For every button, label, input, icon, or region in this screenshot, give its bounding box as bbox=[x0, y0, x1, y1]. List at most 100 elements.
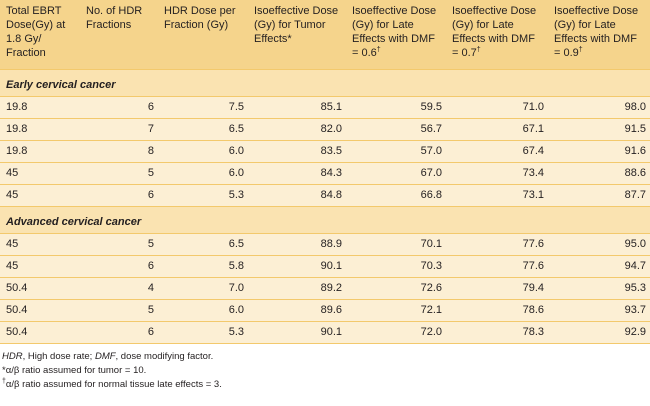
column-header-4: Isoeffective Dose (Gy) for Tumor Effects… bbox=[254, 5, 339, 45]
table-cell: 92.9 bbox=[548, 320, 650, 344]
column-header-7: Isoeffective Dose (Gy) for Late Effects … bbox=[554, 5, 639, 59]
isoeffective-dose-table: Total EBRT Dose(Gy) at 1.8 Gy/ Fraction N… bbox=[0, 0, 650, 344]
table-row: 50.4 5 6.0 89.6 72.1 78.6 93.7 bbox=[0, 298, 650, 321]
table-cell: 45 bbox=[0, 161, 80, 184]
table-cell: 78.6 bbox=[446, 298, 548, 321]
table-cell: 45 bbox=[0, 254, 80, 277]
table-cell: 88.9 bbox=[248, 232, 346, 255]
table-cell: 82.0 bbox=[248, 117, 346, 140]
table-cell: 6.0 bbox=[158, 139, 248, 162]
table-cell: 87.7 bbox=[548, 183, 650, 206]
table-cell: 5 bbox=[80, 161, 158, 184]
table-cell: 73.4 bbox=[446, 161, 548, 184]
header-row: Total EBRT Dose(Gy) at 1.8 Gy/ Fraction N… bbox=[0, 0, 650, 69]
table-cell: 72.0 bbox=[346, 320, 446, 344]
table-cell: 95.0 bbox=[548, 232, 650, 255]
table-row: 45 6 5.3 84.8 66.8 73.1 87.7 bbox=[0, 183, 650, 206]
column-header-6: Isoeffective Dose (Gy) for Late Effects … bbox=[452, 5, 537, 59]
table-cell: 71.0 bbox=[446, 95, 548, 118]
table-cell: 72.6 bbox=[346, 276, 446, 299]
table-cell: 4 bbox=[80, 276, 158, 299]
table-cell: 7 bbox=[80, 117, 158, 140]
table-cell: 78.3 bbox=[446, 320, 548, 344]
table-cell: 77.6 bbox=[446, 232, 548, 255]
table-cell: 83.5 bbox=[248, 139, 346, 162]
table-cell: 84.8 bbox=[248, 183, 346, 206]
table-cell: 90.1 bbox=[248, 254, 346, 277]
section-title: Early cervical cancer bbox=[0, 68, 650, 96]
table-cell: 5.3 bbox=[158, 320, 248, 344]
table-cell: 50.4 bbox=[0, 298, 80, 321]
table-cell: 88.6 bbox=[548, 161, 650, 184]
table-row: 45 5 6.0 84.3 67.0 73.4 88.6 bbox=[0, 161, 650, 184]
table-cell: 19.8 bbox=[0, 95, 80, 118]
table-cell: 67.4 bbox=[446, 139, 548, 162]
table-cell: 98.0 bbox=[548, 95, 650, 118]
column-header-3: HDR Dose per Fraction (Gy) bbox=[164, 5, 236, 31]
table-cell: 59.5 bbox=[346, 95, 446, 118]
footnote-late-effects: †α/β ratio assumed for normal tissue lat… bbox=[2, 377, 650, 392]
footnote-late-text: α/β ratio assumed for normal tissue late… bbox=[5, 378, 222, 390]
table-cell: 85.1 bbox=[248, 95, 346, 118]
footnote-tumor-mark: * bbox=[2, 364, 6, 376]
table-cell: 89.2 bbox=[248, 276, 346, 299]
table-cell: 45 bbox=[0, 232, 80, 255]
footnotes: HDR, High dose rate; DMF, dose modifying… bbox=[0, 344, 650, 392]
footnote-abbreviations: HDR, High dose rate; DMF, dose modifying… bbox=[2, 350, 650, 364]
table-cell: 77.6 bbox=[446, 254, 548, 277]
table-cell: 50.4 bbox=[0, 320, 80, 344]
table-cell: 6.5 bbox=[158, 232, 248, 255]
abbrev-hdr-term: HDR bbox=[2, 350, 23, 362]
table-cell: 89.6 bbox=[248, 298, 346, 321]
table-cell: 7.5 bbox=[158, 95, 248, 118]
table-cell: 8 bbox=[80, 139, 158, 162]
table-cell: 66.8 bbox=[346, 183, 446, 206]
table-cell: 67.0 bbox=[346, 161, 446, 184]
table-body: Early cervical cancer 19.8 6 7.5 85.1 59.5 71.… bbox=[0, 68, 650, 344]
table-cell: 45 bbox=[0, 183, 80, 206]
table-cell: 73.1 bbox=[446, 183, 548, 206]
table-cell: 50.4 bbox=[0, 276, 80, 299]
section-header-row: Advanced cervical cancer bbox=[0, 205, 650, 233]
table-row: 19.8 6 7.5 85.1 59.5 71.0 98.0 bbox=[0, 95, 650, 118]
table-cell: 19.8 bbox=[0, 117, 80, 140]
table-cell: 93.7 bbox=[548, 298, 650, 321]
table-cell: 5.3 bbox=[158, 183, 248, 206]
table-cell: 5.8 bbox=[158, 254, 248, 277]
table-cell: 19.8 bbox=[0, 139, 80, 162]
column-header-5: Isoeffective Dose (Gy) for Late Effects … bbox=[352, 5, 437, 59]
section-header-row: Early cervical cancer bbox=[0, 68, 650, 96]
table-cell: 6 bbox=[80, 254, 158, 277]
table-cell: 5 bbox=[80, 298, 158, 321]
table-cell: 6.0 bbox=[158, 161, 248, 184]
table-cell: 6 bbox=[80, 183, 158, 206]
table-cell: 6 bbox=[80, 320, 158, 344]
abbrev-hdr-definition: , High dose rate; bbox=[22, 350, 95, 362]
table-cell: 6.0 bbox=[158, 298, 248, 321]
column-header-1: Total EBRT Dose(Gy) at 1.8 Gy/ Fraction bbox=[6, 5, 66, 59]
table-row: 19.8 8 6.0 83.5 57.0 67.4 91.6 bbox=[0, 139, 650, 162]
table-row: 19.8 7 6.5 82.0 56.7 67.1 91.5 bbox=[0, 117, 650, 140]
table-cell: 56.7 bbox=[346, 117, 446, 140]
table-row: 45 5 6.5 88.9 70.1 77.6 95.0 bbox=[0, 232, 650, 255]
footnote-tumor: *α/β ratio assumed for tumor = 10. bbox=[2, 364, 650, 378]
table-header: Total EBRT Dose(Gy) at 1.8 Gy/ Fraction N… bbox=[0, 0, 650, 69]
table-cell: 79.4 bbox=[446, 276, 548, 299]
section-title: Advanced cervical cancer bbox=[0, 205, 650, 233]
table-cell: 91.6 bbox=[548, 139, 650, 162]
table-row: 50.4 4 7.0 89.2 72.6 79.4 95.3 bbox=[0, 276, 650, 299]
table-cell: 57.0 bbox=[346, 139, 446, 162]
table-cell: 7.0 bbox=[158, 276, 248, 299]
table-cell: 72.1 bbox=[346, 298, 446, 321]
table-cell: 6.5 bbox=[158, 117, 248, 140]
column-header-2: No. of HDR Fractions bbox=[86, 5, 143, 31]
table-cell: 6 bbox=[80, 95, 158, 118]
table-cell: 70.1 bbox=[346, 232, 446, 255]
table-cell: 84.3 bbox=[248, 161, 346, 184]
table-row: 45 6 5.8 90.1 70.3 77.6 94.7 bbox=[0, 254, 650, 277]
abbrev-dmf-definition: , dose modifying factor. bbox=[115, 350, 214, 362]
table-cell: 94.7 bbox=[548, 254, 650, 277]
footnote-tumor-text: α/β ratio assumed for tumor = 10. bbox=[5, 364, 147, 376]
table-row: 50.4 6 5.3 90.1 72.0 78.3 92.9 bbox=[0, 320, 650, 344]
